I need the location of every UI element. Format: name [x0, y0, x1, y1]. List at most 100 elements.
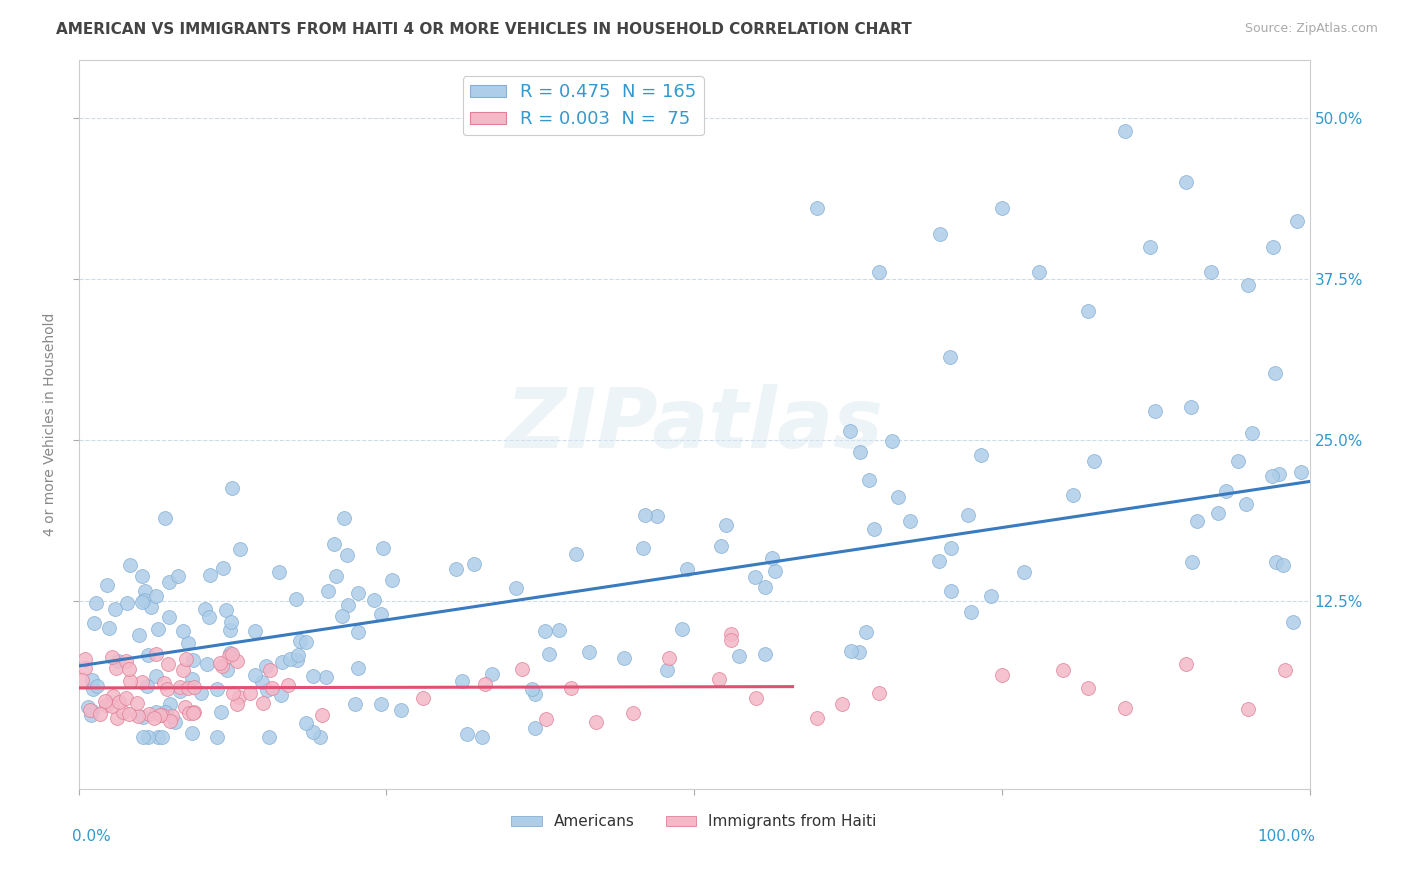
Point	[754, 580, 776, 594]
Point	[127, 708, 149, 723]
Point	[149, 708, 172, 723]
Point	[1185, 514, 1208, 528]
Point	[716, 518, 738, 533]
Point	[1114, 123, 1136, 137]
Point	[156, 657, 179, 671]
Point	[278, 652, 301, 666]
Point	[1286, 214, 1309, 228]
Point	[160, 708, 183, 723]
Point	[806, 711, 828, 725]
Point	[76, 700, 98, 714]
Point	[1241, 426, 1264, 441]
Point	[219, 615, 242, 629]
Point	[172, 624, 194, 639]
Point	[1114, 701, 1136, 715]
Point	[346, 624, 368, 639]
Point	[634, 508, 657, 522]
Point	[156, 681, 179, 696]
Point	[135, 679, 157, 693]
Point	[333, 511, 356, 525]
Point	[243, 667, 266, 681]
Point	[118, 558, 141, 573]
Point	[347, 660, 370, 674]
Text: AMERICAN VS IMMIGRANTS FROM HAITI 4 OR MORE VEHICLES IN HOUSEHOLD CORRELATION CH: AMERICAN VS IMMIGRANTS FROM HAITI 4 OR M…	[56, 22, 912, 37]
Point	[1264, 366, 1286, 380]
Point	[228, 690, 250, 704]
Point	[159, 697, 181, 711]
Point	[222, 686, 245, 700]
Point	[138, 706, 160, 721]
Point	[256, 683, 278, 698]
Point	[79, 703, 101, 717]
Point	[560, 681, 582, 696]
Point	[83, 616, 105, 631]
Point	[80, 708, 103, 723]
Point	[115, 596, 138, 610]
Point	[456, 727, 478, 741]
Point	[94, 698, 117, 713]
Point	[744, 690, 766, 705]
Point	[1175, 175, 1198, 189]
Point	[1289, 465, 1312, 479]
Point	[243, 624, 266, 639]
Point	[212, 561, 235, 575]
Point	[536, 712, 558, 726]
Point	[524, 721, 547, 735]
Point	[645, 508, 668, 523]
Point	[131, 674, 153, 689]
Point	[1264, 555, 1286, 569]
Point	[295, 716, 318, 731]
Point	[658, 650, 681, 665]
Point	[97, 621, 120, 635]
Point	[1175, 657, 1198, 672]
Point	[1261, 240, 1284, 254]
Point	[132, 593, 155, 607]
Point	[316, 584, 339, 599]
Point	[169, 684, 191, 698]
Point	[450, 674, 472, 689]
Point	[132, 710, 155, 724]
Point	[105, 661, 128, 675]
Point	[86, 679, 108, 693]
Point	[311, 707, 333, 722]
Point	[217, 663, 239, 677]
Point	[336, 548, 359, 562]
Point	[180, 673, 202, 687]
Point	[145, 589, 167, 603]
Text: Source: ZipAtlas.com: Source: ZipAtlas.com	[1244, 22, 1378, 36]
Point	[928, 554, 950, 568]
Point	[218, 646, 240, 660]
Point	[1261, 468, 1284, 483]
Point	[510, 662, 533, 676]
Point	[181, 725, 204, 739]
Point	[80, 704, 103, 718]
Point	[174, 652, 197, 666]
Point	[839, 643, 862, 657]
Point	[534, 624, 557, 638]
Point	[831, 697, 853, 711]
Point	[225, 654, 247, 668]
Point	[157, 574, 180, 589]
Point	[578, 645, 600, 659]
Point	[446, 562, 468, 576]
Point	[284, 591, 307, 606]
Point	[128, 628, 150, 642]
Point	[929, 227, 952, 241]
Point	[82, 681, 104, 696]
Point	[145, 705, 167, 719]
Point	[138, 648, 160, 663]
Point	[267, 565, 290, 579]
Point	[858, 474, 880, 488]
Point	[1215, 484, 1237, 499]
Point	[218, 623, 240, 637]
Point	[1062, 488, 1084, 502]
Point	[167, 569, 190, 583]
Point	[471, 730, 494, 744]
Point	[127, 696, 149, 710]
Point	[229, 541, 252, 556]
Point	[198, 568, 221, 582]
Point	[1272, 558, 1295, 572]
Point	[371, 541, 394, 555]
Text: 0.0%: 0.0%	[73, 829, 111, 844]
Point	[146, 623, 169, 637]
